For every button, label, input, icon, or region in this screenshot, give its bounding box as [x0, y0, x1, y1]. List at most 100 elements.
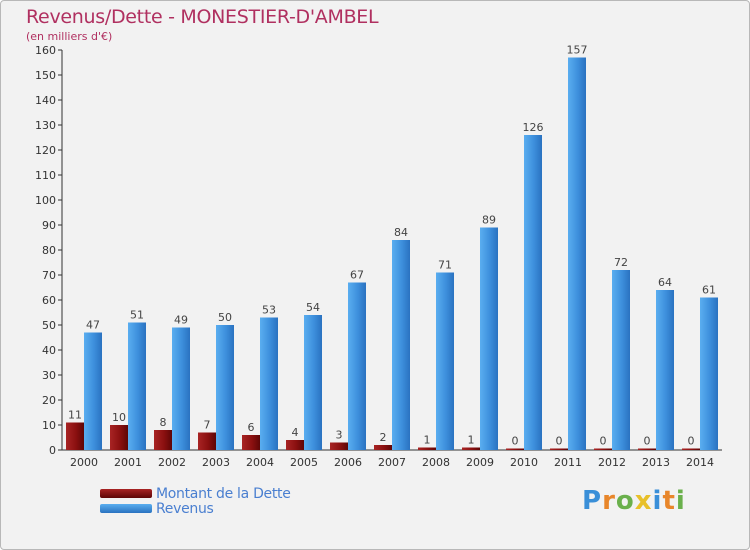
revenue-bar: [216, 325, 234, 450]
revenue-bar: [392, 240, 410, 450]
debt-value-label: 7: [204, 419, 211, 432]
x-tick-label: 2004: [246, 456, 274, 469]
debt-value-label: 10: [112, 411, 126, 424]
x-tick-label: 2009: [466, 456, 494, 469]
x-tick-label: 2002: [158, 456, 186, 469]
x-tick-label: 2003: [202, 456, 230, 469]
y-tick-label: 110: [35, 169, 56, 182]
legend-swatch-debt: [100, 489, 152, 498]
y-tick-label: 130: [35, 119, 56, 132]
x-tick-label: 2008: [422, 456, 450, 469]
debt-value-label: 4: [292, 426, 299, 439]
legend-label-revenue: Revenus: [156, 500, 214, 517]
revenue-value-label: 64: [658, 276, 672, 289]
y-tick-label: 80: [42, 244, 56, 257]
revenue-bar: [172, 327, 190, 450]
debt-bar: [550, 448, 568, 450]
legend-label-debt: Montant de la Dette: [156, 485, 291, 502]
revenue-value-label: 51: [130, 309, 144, 322]
revenue-bar: [348, 282, 366, 450]
revenue-bar: [700, 297, 718, 450]
debt-value-label: 1: [468, 434, 475, 447]
y-tick-label: 60: [42, 294, 56, 307]
revenue-value-label: 84: [394, 226, 408, 239]
debt-bar: [286, 440, 304, 450]
debt-bar: [506, 448, 524, 450]
y-tick-label: 90: [42, 219, 56, 232]
x-tick-label: 2010: [510, 456, 538, 469]
revenue-bar: [84, 332, 102, 450]
debt-value-label: 3: [336, 429, 343, 442]
x-tick-label: 2013: [642, 456, 670, 469]
y-tick-label: 0: [49, 444, 56, 457]
debt-value-label: 0: [512, 435, 519, 448]
revenue-bar: [304, 315, 322, 450]
y-tick-label: 140: [35, 94, 56, 107]
revenue-value-label: 71: [438, 259, 452, 272]
revenue-bar: [436, 272, 454, 450]
revenue-value-label: 67: [350, 269, 364, 282]
debt-bar: [242, 435, 260, 450]
chart-title: Revenus/Dette - MONESTIER-D'AMBEL: [26, 6, 379, 28]
revenue-bar: [612, 270, 630, 450]
y-tick-label: 100: [35, 194, 56, 207]
debt-value-label: 0: [688, 435, 695, 448]
legend-swatch-revenue: [100, 504, 152, 513]
revenue-value-label: 89: [482, 214, 496, 227]
revenue-value-label: 72: [614, 256, 628, 269]
legend-item-debt: Montant de la Dette: [100, 485, 291, 502]
y-tick-label: 120: [35, 144, 56, 157]
revenue-value-label: 49: [174, 314, 188, 327]
revenue-bar: [568, 57, 586, 450]
revenue-bar: [260, 317, 278, 450]
legend: Montant de la Dette Revenus: [100, 485, 291, 517]
debt-bar: [110, 425, 128, 450]
x-tick-label: 2001: [114, 456, 142, 469]
y-tick-label: 160: [35, 44, 56, 57]
x-tick-label: 2000: [70, 456, 98, 469]
x-tick-label: 2012: [598, 456, 626, 469]
y-tick-label: 70: [42, 269, 56, 282]
revenue-value-label: 47: [86, 319, 100, 332]
revenue-value-label: 157: [567, 44, 588, 57]
x-tick-label: 2014: [686, 456, 714, 469]
debt-value-label: 11: [68, 409, 82, 422]
debt-bar: [462, 447, 480, 450]
debt-bar: [154, 430, 172, 450]
debt-value-label: 0: [644, 435, 651, 448]
y-tick-label: 10: [42, 419, 56, 432]
debt-value-label: 0: [600, 435, 607, 448]
revenue-bar: [480, 227, 498, 450]
debt-value-label: 6: [248, 421, 255, 434]
x-tick-label: 2005: [290, 456, 318, 469]
revenue-value-label: 53: [262, 304, 276, 317]
debt-bar: [374, 445, 392, 450]
revenue-bar: [128, 322, 146, 450]
revenue-bar: [656, 290, 674, 450]
revenue-bar: [524, 135, 542, 450]
x-tick-label: 2007: [378, 456, 406, 469]
x-tick-label: 2011: [554, 456, 582, 469]
y-tick-label: 40: [42, 344, 56, 357]
debt-bar: [418, 447, 436, 450]
chart-subtitle: (en milliers d'€): [26, 30, 113, 43]
legend-item-revenue: Revenus: [100, 500, 291, 517]
y-tick-label: 150: [35, 69, 56, 82]
y-tick-label: 50: [42, 319, 56, 332]
revenue-value-label: 54: [306, 301, 320, 314]
debt-value-label: 0: [556, 435, 563, 448]
debt-value-label: 2: [380, 431, 387, 444]
debt-bar: [330, 442, 348, 450]
revenue-value-label: 50: [218, 311, 232, 324]
debt-bar: [638, 448, 656, 450]
debt-bar: [66, 422, 84, 450]
y-tick-label: 20: [42, 394, 56, 407]
debt-bar: [594, 448, 612, 450]
y-tick-label: 30: [42, 369, 56, 382]
revenue-value-label: 126: [523, 121, 544, 134]
debt-bar: [198, 432, 216, 450]
debt-value-label: 1: [424, 434, 431, 447]
proxiti-logo: Proxiti: [582, 486, 686, 516]
x-tick-label: 2006: [334, 456, 362, 469]
